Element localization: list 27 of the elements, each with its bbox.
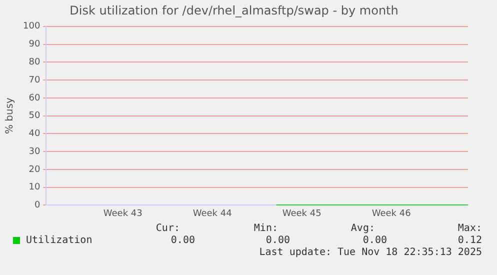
y-tick-label: 60 bbox=[28, 93, 40, 104]
text: 0.00 bbox=[362, 235, 387, 246]
y-axis-title: % busy bbox=[4, 97, 16, 134]
y-tick-label: 30 bbox=[28, 146, 40, 157]
y-tick-label: 100 bbox=[22, 22, 40, 32]
x-tick-label: Week 46 bbox=[372, 208, 412, 219]
x-tick-label: Week 45 bbox=[282, 208, 322, 219]
text: Cur: bbox=[154, 223, 180, 234]
y-tick-label: 50 bbox=[28, 111, 40, 122]
y-tick-label: 20 bbox=[28, 164, 40, 175]
x-tick-label: Week 44 bbox=[192, 208, 232, 219]
y-tick-label: 10 bbox=[28, 182, 40, 193]
legend-label: Utilization bbox=[26, 235, 92, 246]
chart-title: Disk utilization for /dev/rhel_almasftp/swap - by month bbox=[70, 3, 398, 18]
text: Last update: Tue Nov 18 22:35:13 2025 bbox=[258, 247, 482, 258]
y-tick-label: 80 bbox=[28, 58, 40, 68]
y-tick-label: 90 bbox=[28, 40, 40, 50]
x-tick-label: Week 43 bbox=[103, 208, 142, 219]
text: 0.12 bbox=[456, 235, 482, 246]
text: Avg: bbox=[350, 223, 375, 234]
text: Max: bbox=[456, 223, 482, 234]
y-tick-label: 40 bbox=[28, 129, 40, 140]
text: Min: bbox=[252, 223, 278, 234]
text: 0.00 bbox=[170, 235, 195, 246]
y-tick-label: 0 bbox=[34, 200, 40, 211]
y-tick-label: 70 bbox=[28, 75, 40, 86]
text: 0.00 bbox=[264, 235, 290, 246]
